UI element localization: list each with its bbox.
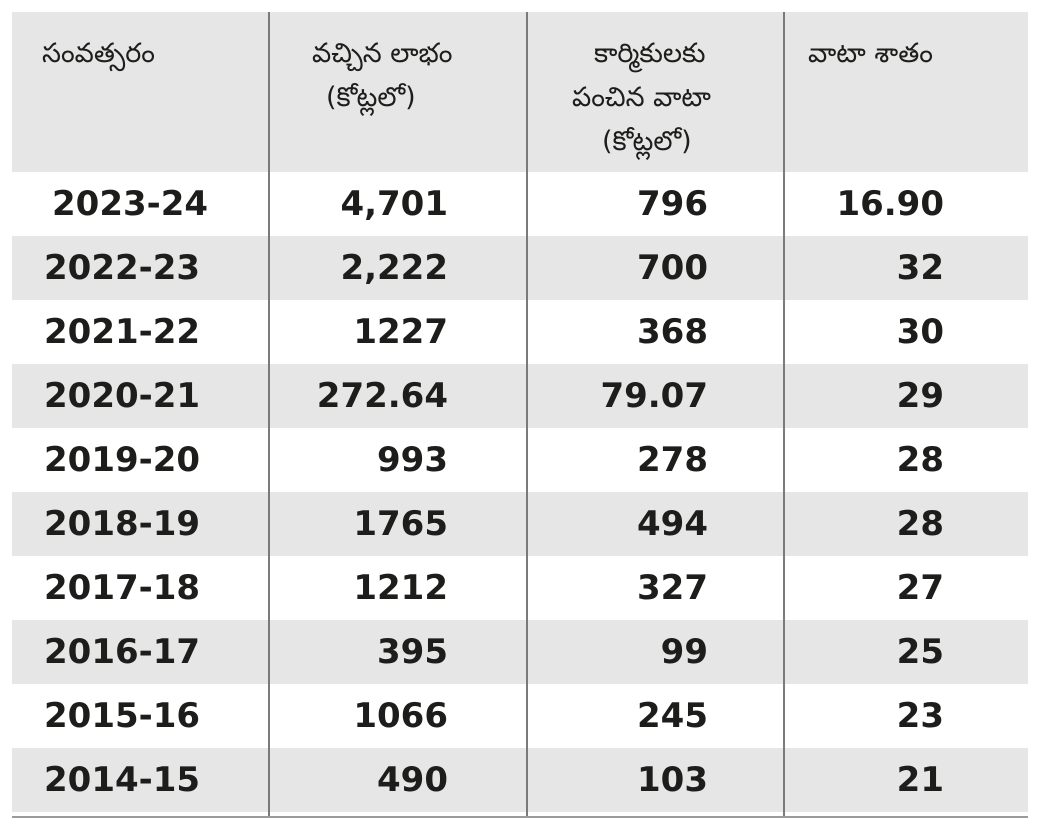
- profit-cell: 490: [377, 760, 448, 800]
- share-cell: 368: [637, 312, 708, 352]
- table-row: 2016-17 395 99 25: [12, 620, 1028, 684]
- header-percent: వాటా శాతం: [808, 32, 933, 76]
- percent-cell: 30: [896, 312, 944, 352]
- header-percent-text: వాటా శాతం: [808, 38, 933, 69]
- header-share-line3: (కోట్లలో): [602, 126, 692, 157]
- year-cell: 2018-19: [44, 504, 201, 544]
- year-cell: 2016-17: [44, 632, 201, 672]
- share-cell: 79.07: [600, 376, 708, 416]
- table-row: 2021-22 1227 368 30: [12, 300, 1028, 364]
- share-cell: 103: [637, 760, 708, 800]
- header-profit-line1: వచ్చిన లాభం: [312, 38, 453, 69]
- header-band: [12, 12, 1028, 172]
- year-cell: 2015-16: [44, 696, 201, 736]
- table-row: 2023-24 4,701 796 16.90: [12, 172, 1028, 236]
- profit-cell: 1212: [353, 568, 448, 608]
- percent-cell: 32: [896, 248, 944, 288]
- year-cell: 2023-24: [52, 184, 209, 224]
- year-cell: 2020-21: [44, 376, 201, 416]
- column-divider: [783, 12, 785, 818]
- header-share: కార్మికులకు పంచిన వాటా (కోట్లలో): [572, 32, 711, 164]
- profit-share-table: సంవత్సరం వచ్చిన లాభం (కోట్లలో) కార్మికుల…: [12, 12, 1028, 818]
- table-row: 2020-21 272.64 79.07 29: [12, 364, 1028, 428]
- profit-cell: 4,701: [340, 184, 448, 224]
- table-row: 2017-18 1212 327 27: [12, 556, 1028, 620]
- table-row: 2014-15 490 103 21: [12, 748, 1028, 812]
- profit-cell: 1227: [353, 312, 448, 352]
- column-divider: [268, 12, 270, 818]
- percent-cell: 25: [896, 632, 944, 672]
- share-cell: 796: [637, 184, 708, 224]
- share-cell: 494: [637, 504, 708, 544]
- profit-cell: 272.64: [316, 376, 448, 416]
- header-year-text: సంవత్సరం: [42, 38, 155, 69]
- percent-cell: 23: [896, 696, 944, 736]
- percent-cell: 28: [896, 504, 944, 544]
- percent-cell: 28: [896, 440, 944, 480]
- year-cell: 2017-18: [44, 568, 201, 608]
- table-row: 2015-16 1066 245 23: [12, 684, 1028, 748]
- profit-cell: 1066: [353, 696, 448, 736]
- percent-cell: 16.90: [836, 184, 944, 224]
- share-cell: 278: [637, 440, 708, 480]
- share-cell: 245: [637, 696, 708, 736]
- year-cell: 2021-22: [44, 312, 201, 352]
- share-cell: 700: [637, 248, 708, 288]
- header-year: సంవత్సరం: [42, 32, 155, 76]
- table-row: 2022-23 2,222 700 32: [12, 236, 1028, 300]
- table-row: 2018-19 1765 494 28: [12, 492, 1028, 556]
- header-share-line2: పంచిన వాటా: [572, 82, 711, 113]
- year-cell: 2014-15: [44, 760, 201, 800]
- profit-cell: 2,222: [340, 248, 448, 288]
- year-cell: 2022-23: [44, 248, 201, 288]
- bottom-rule: [12, 816, 1028, 818]
- header-profit-line2: (కోట్లలో): [326, 82, 416, 113]
- profit-cell: 395: [377, 632, 448, 672]
- share-cell: 327: [637, 568, 708, 608]
- header-profit: వచ్చిన లాభం (కోట్లలో): [312, 32, 452, 120]
- percent-cell: 21: [896, 760, 944, 800]
- year-cell: 2019-20: [44, 440, 201, 480]
- share-cell: 99: [660, 632, 708, 672]
- percent-cell: 27: [896, 568, 944, 608]
- header-share-line1: కార్మికులకు: [594, 38, 706, 69]
- table-row: 2019-20 993 278 28: [12, 428, 1028, 492]
- profit-cell: 993: [377, 440, 448, 480]
- percent-cell: 29: [896, 376, 944, 416]
- column-divider: [526, 12, 528, 818]
- profit-cell: 1765: [353, 504, 448, 544]
